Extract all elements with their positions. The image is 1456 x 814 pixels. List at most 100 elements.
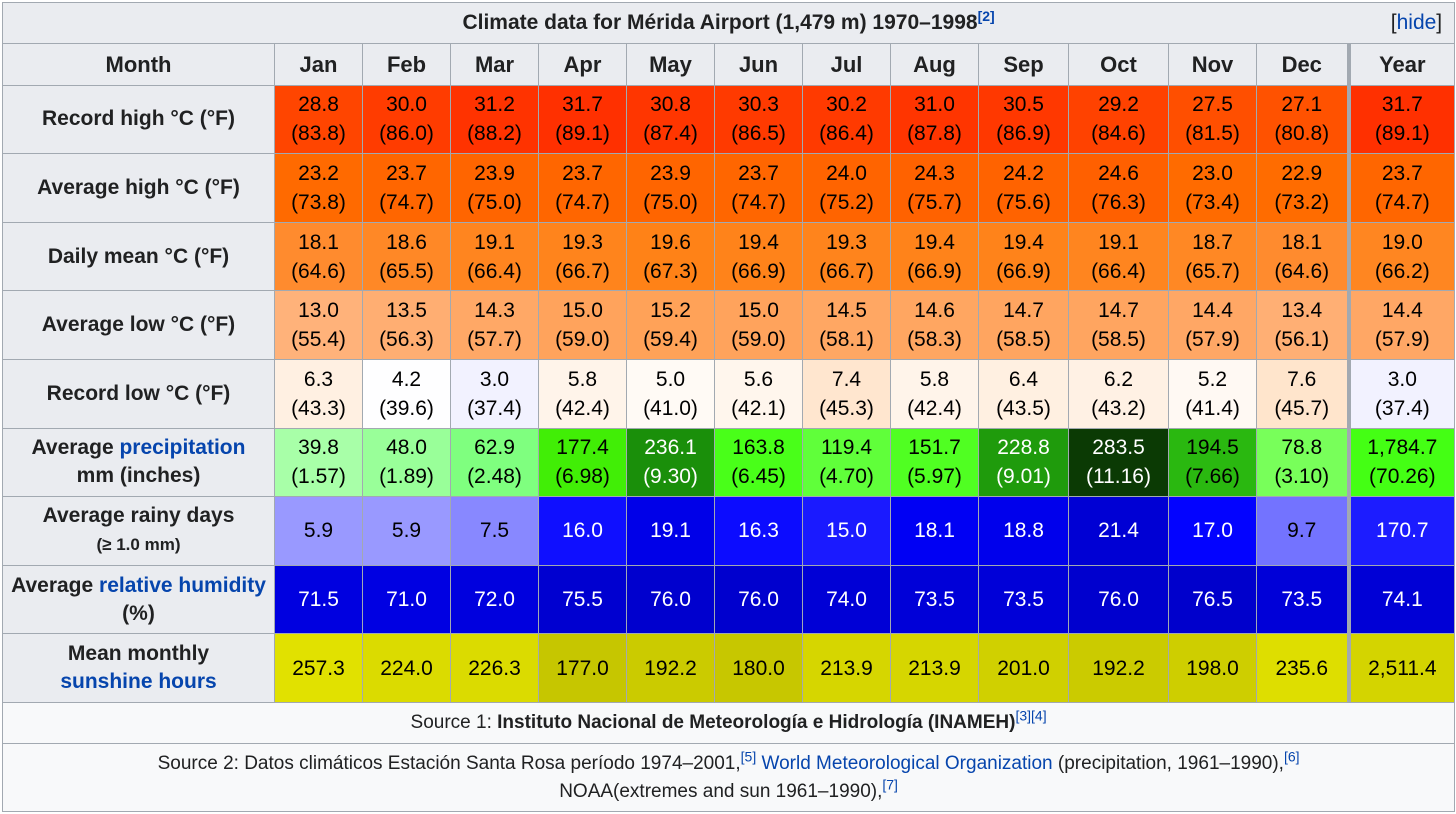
celsius-value: 177.4 xyxy=(556,436,609,460)
celsius-value: 14.5 xyxy=(826,299,867,323)
record-high-cell-dec: 27.1 (80.8) xyxy=(1256,84,1349,155)
celsius-value: 18.7 xyxy=(1192,230,1233,254)
source2-ref7[interactable]: [7] xyxy=(882,776,898,793)
secondary-value: (66.9) xyxy=(907,259,962,283)
avg-high-cell-jul: 24.0 (75.2) xyxy=(802,153,891,223)
relative-humidity-link[interactable]: relative humidity xyxy=(99,573,266,597)
secondary-value: (4.70) xyxy=(819,465,874,489)
celsius-value: 7.6 xyxy=(1287,367,1317,391)
precip-cell-dec: 78.8 (3.10) xyxy=(1256,427,1349,498)
daily-mean-cell-apr: 19.3 (66.7) xyxy=(538,221,627,292)
rainy-days-unit: (≥ 1.0 mm) xyxy=(96,535,181,555)
celsius-value: 19.4 xyxy=(738,230,779,254)
source2-text: Source 2: Datos climáticos Estación Sant… xyxy=(157,752,741,774)
secondary-value: (88.2) xyxy=(467,122,522,146)
sunshine-cell-dec: 235.6 xyxy=(1256,633,1349,703)
secondary-value: (59.4) xyxy=(643,328,698,352)
sunshine-cell-aug: 213.9 xyxy=(890,633,979,703)
humidity-cell-oct: 76.0 xyxy=(1068,564,1169,635)
celsius-value: 24.2 xyxy=(1003,162,1044,186)
month-header-dec: Dec xyxy=(1256,43,1349,86)
sunshine-cell-jun: 180.0 xyxy=(714,633,803,703)
avg-high-cell-oct: 24.6 (76.3) xyxy=(1068,153,1169,223)
secondary-value: (41.4) xyxy=(1185,396,1240,420)
avg-high-cell-apr: 23.7 (74.7) xyxy=(538,153,627,223)
secondary-value: (75.0) xyxy=(467,191,522,215)
source1-name: Instituto Nacional de Meteorología e Hid… xyxy=(497,712,1016,734)
celsius-value: 14.4 xyxy=(1381,299,1423,323)
rainy-days-cell-feb: 5.9 xyxy=(362,496,451,566)
secondary-value: (86.5) xyxy=(731,122,786,146)
celsius-value: 5.6 xyxy=(743,367,774,391)
secondary-value: (58.1) xyxy=(819,328,874,352)
caption-title: Climate data for Mérida Airport (1,479 m… xyxy=(462,11,978,35)
secondary-value: (59.0) xyxy=(555,328,610,352)
caption-ref[interactable]: [2] xyxy=(977,8,995,25)
celsius-value: 19.4 xyxy=(914,230,955,254)
precipitation-link[interactable]: precipitation xyxy=(119,436,246,460)
hide-link[interactable]: hide xyxy=(1396,11,1437,34)
celsius-value: 151.7 xyxy=(908,436,961,460)
precip-label-pre: Average xyxy=(31,436,120,460)
secondary-value: (5.97) xyxy=(907,465,962,489)
record-high-cell-aug: 31.0 (87.8) xyxy=(890,84,979,155)
celsius-value: 28.8 xyxy=(298,93,339,117)
celsius-value: 19.4 xyxy=(1003,230,1044,254)
celsius-value: 6.3 xyxy=(303,367,334,391)
avg-high-cell-dec: 22.9 (73.2) xyxy=(1256,153,1349,223)
avg-low-cell-year: 14.4 (57.9) xyxy=(1346,290,1456,360)
celsius-value: 4.2 xyxy=(391,367,422,391)
record-low-cell-sep: 6.4 (43.5) xyxy=(978,359,1069,429)
celsius-value: 31.2 xyxy=(474,93,515,117)
secondary-value: (6.45) xyxy=(731,465,786,489)
source2-text-2: (precipitation, 1961–1990), xyxy=(1052,752,1284,774)
celsius-value: 5.8 xyxy=(919,367,950,391)
hide-toggle[interactable]: [hide] xyxy=(1390,11,1443,34)
daily-mean-cell-sep: 19.4 (66.9) xyxy=(978,221,1069,292)
secondary-value: (66.2) xyxy=(1374,259,1430,283)
secondary-value: (57.9) xyxy=(1185,328,1240,352)
rainy-days-cell-jun: 16.3 xyxy=(714,496,803,566)
celsius-value: 23.7 xyxy=(386,162,427,186)
source2-row: Source 2: Datos climáticos Estación Sant… xyxy=(1,743,1456,812)
record-high-cell-jan: 28.8 (83.8) xyxy=(274,84,363,155)
secondary-value: (73.4) xyxy=(1185,191,1240,215)
record-high-cell-year: 31.7 (89.1) xyxy=(1346,84,1456,155)
celsius-value: 14.7 xyxy=(1098,299,1139,323)
daily-mean-cell-year: 19.0 (66.2) xyxy=(1346,221,1456,292)
secondary-value: (43.5) xyxy=(996,396,1051,420)
secondary-value: (66.7) xyxy=(555,259,610,283)
celsius-value: 6.4 xyxy=(1008,367,1039,391)
secondary-value: (73.8) xyxy=(291,191,346,215)
rainy-days-cell-oct: 21.4 xyxy=(1068,496,1169,566)
row-header-precipitation: Average precipitation mm (inches) xyxy=(2,427,275,498)
celsius-value: 19.1 xyxy=(1098,230,1139,254)
secondary-value: (57.9) xyxy=(1374,328,1430,352)
secondary-value: (59.0) xyxy=(731,328,786,352)
humidity-cell-aug: 73.5 xyxy=(890,564,979,635)
precipitation-row: Average precipitation mm (inches) 39.8 (1… xyxy=(2,427,1456,498)
source1-refs[interactable]: [3][4] xyxy=(1015,707,1047,724)
celsius-value: 30.3 xyxy=(738,93,779,117)
celsius-value: 30.5 xyxy=(1003,93,1044,117)
month-header-year: Year xyxy=(1346,43,1456,86)
source2-ref6[interactable]: [6] xyxy=(1283,748,1300,765)
daily-mean-cell-nov: 18.7 (65.7) xyxy=(1168,221,1257,292)
avg-low-cell-aug: 14.6 (58.3) xyxy=(890,290,979,360)
month-header-row: Month Jan Feb Mar Apr May Jun Jul Aug Sep Oct Nov De… xyxy=(2,43,1456,86)
record-low-cell-jul: 7.4 (45.3) xyxy=(802,359,891,429)
rainy-days-label: Average rainy days xyxy=(42,504,235,528)
avg-low-cell-jun: 15.0 (59.0) xyxy=(714,290,803,360)
average-low-row: Average low °C (°F) 13.0 (55.4) 13.5 (56.3)… xyxy=(2,290,1456,360)
humidity-cell-apr: 75.5 xyxy=(538,564,627,635)
daily-mean-row: Daily mean °C (°F) 18.1 (64.6) 18.6 (65.5) 1… xyxy=(2,221,1456,292)
sunshine-hours-link[interactable]: sunshine hours xyxy=(60,670,217,694)
humidity-cell-dec: 73.5 xyxy=(1256,564,1349,635)
humidity-cell-jul: 74.0 xyxy=(802,564,891,635)
source2-ref5[interactable]: [5] xyxy=(740,748,757,765)
wmo-link[interactable]: World Meteorological Organization xyxy=(761,752,1053,774)
secondary-value: (58.5) xyxy=(1091,328,1146,352)
row-header-record-low: Record low °C (°F) xyxy=(2,359,275,429)
average-high-row: Average high °C (°F) 23.2 (73.8) 23.7 (74.7… xyxy=(2,153,1456,223)
month-header-oct: Oct xyxy=(1068,43,1169,86)
